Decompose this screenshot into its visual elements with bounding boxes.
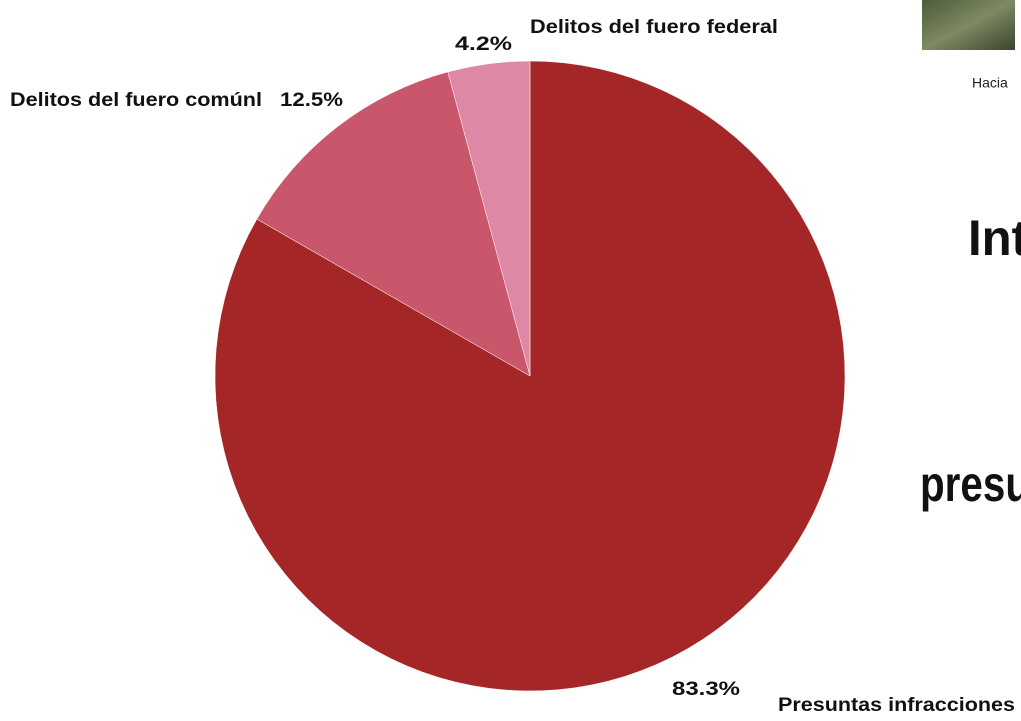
- category-label: Presuntas infracciones: [778, 695, 1015, 716]
- category-label: Delitos del fuero comúnl: [10, 90, 262, 111]
- category-label: Delitos del fuero federal: [530, 17, 778, 38]
- pie-slice: [256, 71, 531, 377]
- heading: Int: [968, 210, 1021, 266]
- pie-slice: [447, 60, 531, 377]
- photo: [922, 0, 1015, 50]
- value-label: 4.2%: [455, 34, 512, 55]
- value-label: 83.3%: [672, 679, 740, 700]
- value-label: 12.5%: [280, 90, 343, 111]
- caption: Hacia: [972, 75, 1008, 91]
- pie-chart: Presuntas infracciones 83.3% Delitos del f…: [10, 17, 1015, 716]
- heading: presu: [920, 456, 1021, 512]
